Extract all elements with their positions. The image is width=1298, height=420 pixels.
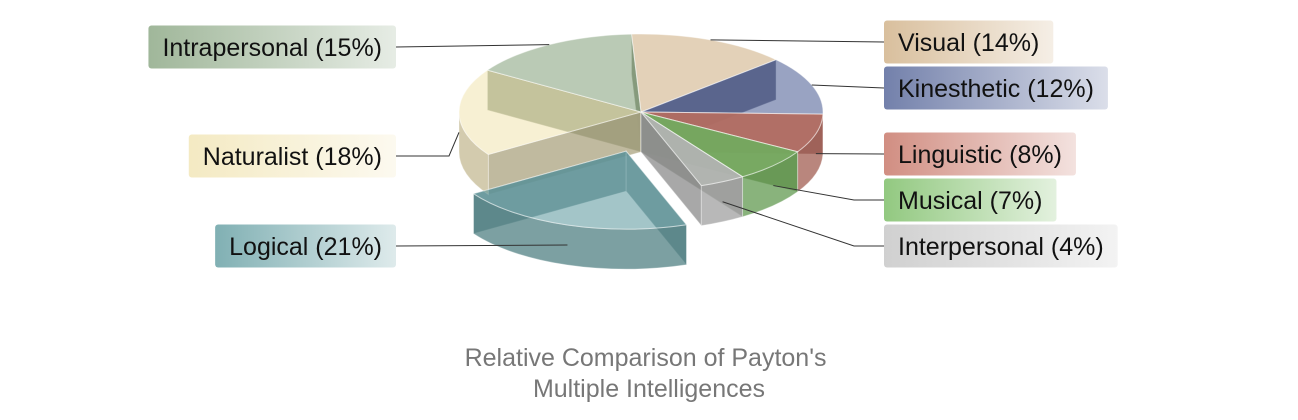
slice-kinesthetic: [640, 59, 824, 115]
slice-label-visual: Visual (14%): [898, 29, 1039, 57]
leader-line-naturalist: [396, 132, 460, 157]
chart-title-line-2: Multiple Intelligences: [533, 375, 765, 403]
leader-line-kinesthetic: [811, 84, 885, 89]
slice-label-musical: Musical (7%): [898, 187, 1042, 215]
leader-line-interpersonal: [722, 201, 884, 247]
slice-label-linguistic: Linguistic (8%): [898, 141, 1062, 169]
slice-label-kinesthetic: Kinesthetic (12%): [898, 75, 1094, 103]
label-box-logical: [215, 224, 396, 268]
slice-linguistic: [640, 111, 824, 153]
leader-line-musical: [773, 185, 884, 201]
slice-label-logical: Logical (21%): [229, 233, 382, 261]
label-box-naturalist: [188, 134, 396, 178]
label-box-musical: [884, 178, 1057, 222]
slice-tops: [458, 33, 824, 230]
label-box-kinesthetic: [884, 66, 1108, 110]
chart-title-line-1: Relative Comparison of Payton's: [465, 344, 827, 372]
chart-title: Relative Comparison of Payton's Multiple…: [465, 344, 834, 403]
slice-visual: [630, 33, 778, 113]
slice-logical: [472, 150, 688, 230]
slice-labels: Visual (14%) Kinesthetic (12%) Linguistic …: [148, 20, 1118, 268]
label-box-interpersonal: [884, 224, 1118, 268]
leader-line-logical: [395, 244, 568, 247]
leader-lines: [395, 39, 885, 247]
slice-label-naturalist: Naturalist (18%): [203, 143, 382, 171]
label-box-intrapersonal: [148, 25, 396, 69]
slice-naturalist: [458, 69, 643, 156]
slice-interpersonal: [640, 111, 744, 187]
label-box-visual: [884, 20, 1054, 64]
leader-line-intrapersonal: [395, 44, 550, 48]
leader-line-visual: [710, 39, 885, 43]
slice-label-intrapersonal: Intrapersonal (15%): [162, 34, 382, 62]
slice-label-interpersonal: Interpersonal (4%): [898, 233, 1104, 261]
label-box-linguistic: [884, 132, 1076, 176]
